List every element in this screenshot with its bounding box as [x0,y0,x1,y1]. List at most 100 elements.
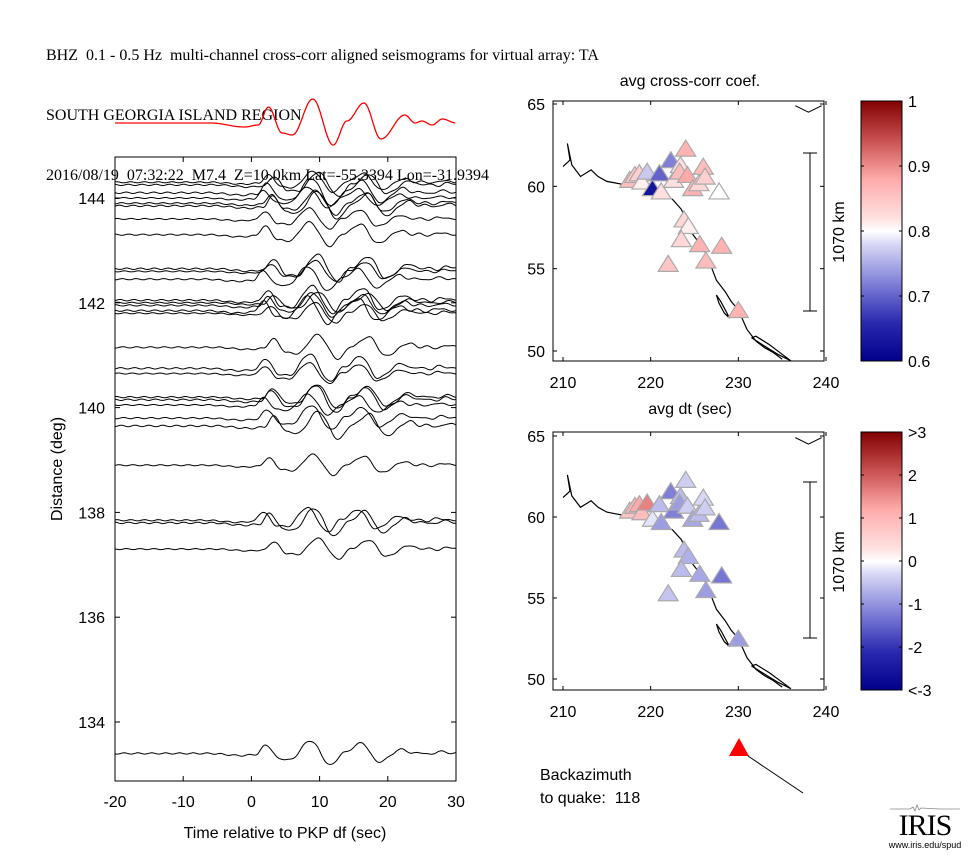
seismogram-x-axis-label: Time relative to PKP df (sec) [184,825,387,842]
seismogram-trace [115,266,456,291]
seismogram-panel: -20 -10 0 10 20 30 134 136 138 140 142 144 Time re… [49,156,465,842]
station-triangle-icon [710,565,733,584]
seismogram-trace [114,410,456,440]
y-tick-label: 134 [78,715,105,732]
iris-url: www.iris.edu/spud [888,840,962,850]
station-triangle-icon [674,138,697,157]
station-triangle-icon [657,583,680,602]
colorbar-tick-label: 2 [908,468,917,485]
x-tick-label: 30 [447,794,465,811]
coastline-segment [795,105,822,113]
station-triangle-icon [650,512,673,531]
y-tick-label: 60 [527,179,545,196]
seismogram-trace [115,220,456,248]
colorbar-tick-label: 1 [908,94,917,111]
y-tick-label: 140 [78,401,105,418]
map-cross-corr: avg cross-corr coef. 210 220 230 240 50 55 60 6… [527,73,930,418]
seismogram-trace [114,453,456,477]
y-tick-label: 50 [527,672,545,689]
title-block: BHZ 0.1 - 0.5 Hz multi-channel cross-cor… [46,6,599,206]
stack-trace-group [115,98,456,146]
map-cross-corr-x-label: avg dt (sec) [648,401,732,418]
colorbar-cross-corr-ticks: 1 0.9 0.8 0.7 0.6 [861,94,930,371]
x-tick-label: 220 [637,704,664,721]
seismogram-trace [115,292,456,318]
x-tick-label: 20 [379,794,397,811]
seismogram-y-ticks: 134 136 138 140 142 144 [78,191,456,732]
x-tick-label: 230 [725,704,752,721]
station-triangle-icon [688,564,711,582]
map-cross-corr-frame [552,100,825,362]
seismogram-trace [114,171,456,197]
y-tick-label: 55 [527,591,545,608]
colorbar-tick-label: 0.6 [908,354,930,371]
scale-bar-label: 1070 km [831,201,848,262]
station-triangle-icon [710,236,733,254]
title-line-3: 2016/08/19 07:32:22 M7.4 Z=10.0km Lat=-5… [46,167,490,184]
station-triangle-icon [636,162,659,180]
map-dt-ticks: 210 220 230 240 50 55 60 65 [527,429,839,721]
station-triangle-icon [674,470,697,488]
station-triangle-icon [693,497,717,516]
seismogram-trace [114,393,456,416]
seismogram-trace [114,178,456,207]
x-tick-label: -20 [103,794,126,811]
backazimuth-indicator [729,738,804,794]
backazimuth-line [747,755,804,794]
station-triangle-icon [707,512,731,531]
seismogram-trace [114,384,456,409]
station-triangle-icon [707,181,731,200]
colorbar-tick-label: 0 [908,554,917,571]
coastline-segment [751,663,792,690]
x-tick-label: 240 [813,375,840,392]
station-triangle-icon [676,496,699,514]
y-tick-label: 60 [527,510,545,527]
station-triangle-icon [727,628,750,647]
seismogram-y-axis-label: Distance (deg) [49,417,66,521]
scale-bar-label: 1070 km [831,531,848,592]
station-triangle-icon [670,559,693,578]
iris-logo: IRIS www.iris.edu/spud [880,804,970,850]
map-cross-corr-title: avg cross-corr coef. [620,73,760,90]
station-markers [618,138,750,319]
y-tick-label: 65 [527,97,545,114]
seismogram-traces [114,170,456,765]
iris-logo-text: IRIS [898,809,953,842]
seismogram-trace [114,405,456,430]
seismogram-x-ticks: -20 -10 0 10 20 30 [103,157,465,811]
station-triangle-icon [677,216,700,235]
y-tick-label: 65 [527,429,545,446]
colorbar-tick-label: 0.7 [908,289,930,306]
scale-bar [803,481,817,639]
seismogram-trace [114,186,456,209]
colorbar-tick-label: -1 [908,597,922,614]
seismogram-trace [114,385,456,413]
colorbar-tick-label: 0.8 [908,224,930,241]
station-triangle-icon [693,166,717,185]
station-markers [618,470,750,647]
seismogram-trace [114,189,456,216]
seismogram-trace [114,301,456,324]
backazimuth-triangle-icon [729,738,749,756]
station-triangle-icon [630,502,653,521]
map-dt-frame [552,431,825,691]
seismogram-trace [114,191,456,220]
colorbar-tick-label: <-3 [908,683,932,700]
backazimuth-label-line-1: Backazimuth [540,767,632,784]
scale-bar [803,152,817,312]
title-line-1: BHZ 0.1 - 0.5 Hz multi-channel cross-cor… [46,47,599,64]
station-triangle-icon [727,300,750,319]
station-triangle-icon [636,492,659,511]
y-tick-label: 136 [78,610,105,627]
seismogram-trace [114,207,456,230]
y-tick-label: 138 [78,505,105,522]
seismogram-trace [114,170,456,194]
seismogram-trace [114,362,456,385]
station-triangle-icon [648,163,671,182]
station-triangle-icon [648,494,671,513]
seismogram-trace [114,740,456,765]
coastline-segment [751,335,792,362]
x-tick-label: -10 [172,794,195,811]
station-triangle-icon [688,234,711,253]
